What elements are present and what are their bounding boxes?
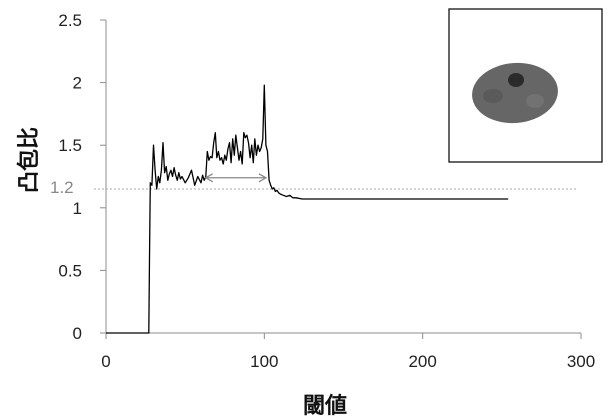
inset-image-panel: [448, 8, 603, 163]
x-tick-label: 100: [250, 352, 278, 371]
axes-group: 0 0.5 1 1.5 2 2.5 0 100 200 300: [58, 11, 595, 371]
nucleus-dark-spot: [508, 73, 524, 87]
y-tick-label: 0: [73, 324, 82, 343]
interval-arrow-group: [204, 173, 268, 183]
series-group: [106, 84, 509, 334]
y-axis-label: 凸包比: [16, 127, 42, 193]
nucleus-texture-2: [526, 94, 544, 108]
y-tick-label: 2.5: [58, 11, 82, 30]
x-tick-label: 0: [101, 352, 110, 371]
interval-arrow-head-left: [204, 173, 214, 183]
y-tick-label: 2: [73, 74, 82, 93]
y-tick-label: 1: [73, 199, 82, 218]
y-tick-label: 0.5: [58, 261, 82, 280]
y-tick-label: 1.5: [58, 136, 82, 155]
nucleus-texture: [483, 89, 503, 103]
reference-group: 1.2: [50, 178, 576, 197]
interval-arrow-head-right: [258, 173, 268, 183]
x-tick-label: 200: [408, 352, 436, 371]
series-line-0: [106, 84, 509, 334]
nucleus-cell-image: [472, 62, 558, 124]
x-axis-label: 閾値: [303, 394, 347, 419]
x-tick-label: 300: [567, 352, 595, 371]
reference-line-label: 1.2: [50, 178, 74, 197]
